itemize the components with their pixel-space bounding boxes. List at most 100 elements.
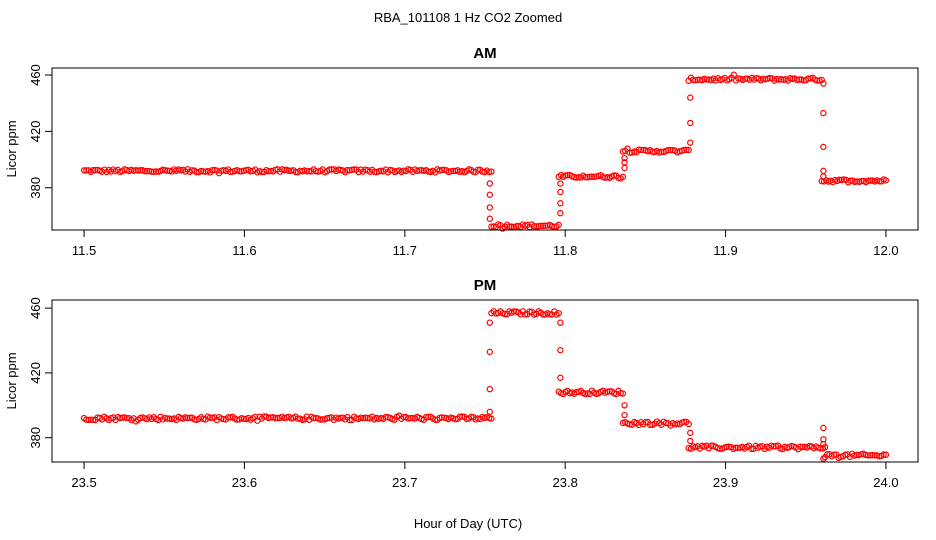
data-point [486,215,494,222]
data-point [456,413,464,420]
y-tick-label: 460 [28,64,43,86]
data-point [797,443,804,450]
data-point [703,76,710,83]
data-point [310,414,317,422]
data-point [224,414,232,421]
data-point [89,166,97,174]
data-point [85,416,92,424]
data-point [820,80,827,87]
data-point [685,420,692,428]
data-point [486,319,494,326]
data-point [830,451,838,458]
data-point [425,168,432,175]
data-point [486,204,494,211]
plot-frame [51,299,919,463]
data-point [164,415,171,422]
data-point [539,222,547,230]
data-point [557,200,564,207]
x-tick-label: 11.5 [72,243,96,258]
x-tick-label: 23.7 [392,475,417,490]
x-tick-label: 23.9 [713,475,738,490]
data-point [805,75,812,82]
x-axis-label: Hour of Day (UTC) [414,516,522,531]
data-point [820,167,827,175]
data-point [799,443,806,451]
data-point [501,310,509,318]
data-point [869,451,876,459]
y-tick-label: 420 [28,121,43,143]
data-point [814,77,821,84]
data-point [621,154,628,162]
data-point [642,418,649,426]
data-point [488,223,495,230]
data-point [486,408,494,415]
data-point [438,166,446,174]
data-point [449,167,457,175]
data-point [557,180,564,187]
data-point [866,452,874,459]
data-point [422,413,430,421]
data-point [488,168,495,175]
data-point [590,173,598,180]
data-point [667,146,674,154]
data-point [236,168,243,175]
x-tick-label: 11.9 [713,243,737,258]
panel-pm: PM Licor ppm 23.5 23.6 23.7 23.8 23.9 24.0 380 42… [4,277,919,490]
data-point [521,311,529,318]
data-point [621,159,628,166]
data-point [438,414,446,421]
data-point [488,415,495,422]
plot-frame [51,67,919,231]
x-tick-label: 23.6 [232,475,257,490]
data-point [141,167,149,175]
data-point [564,171,571,179]
y-tick-label: 420 [28,362,43,384]
data-point [206,414,214,421]
data-point [152,168,160,175]
data-point [416,167,423,174]
data-point [92,166,99,174]
data-point [734,444,742,451]
data-point [687,119,694,127]
y-tick-label: 460 [28,297,43,319]
data-point [80,167,88,174]
data-point [683,146,690,154]
y-tick-label: 380 [28,177,43,199]
y-axis-label: Licor ppm [4,352,19,409]
data-point [621,402,628,409]
data-point [530,223,538,230]
data-point [621,164,628,172]
data-point [486,180,494,187]
data-point [588,173,596,180]
data-point [209,166,216,174]
x-tick-label: 12.0 [873,243,898,258]
panel-title: AM [473,45,496,62]
y-tick-label: 380 [28,427,43,449]
data-point [143,167,151,175]
data-point [150,168,158,176]
data-point [303,168,311,175]
data-point [557,347,564,354]
data-point [723,443,730,451]
data-point [604,388,611,395]
data-point [148,168,155,175]
data-point [730,71,737,78]
data-point [586,173,593,181]
data-point [582,173,589,181]
panel-am: AM Licor ppm 11.5 11.6 11.7 11.8 11.9 12.0 380 42… [4,45,919,258]
data-point [533,223,540,230]
data-point [537,222,545,230]
data-point [621,411,628,419]
data-point [344,166,351,174]
data-point [326,166,333,173]
y-axis-label: Licor ppm [4,120,19,177]
data-point [793,76,801,84]
data-point [882,451,890,458]
x-tick-label: 11.6 [232,243,256,258]
data-point [687,139,694,146]
data-point [184,414,191,422]
x-tick-label: 24.0 [873,475,898,490]
data-point [526,308,533,315]
